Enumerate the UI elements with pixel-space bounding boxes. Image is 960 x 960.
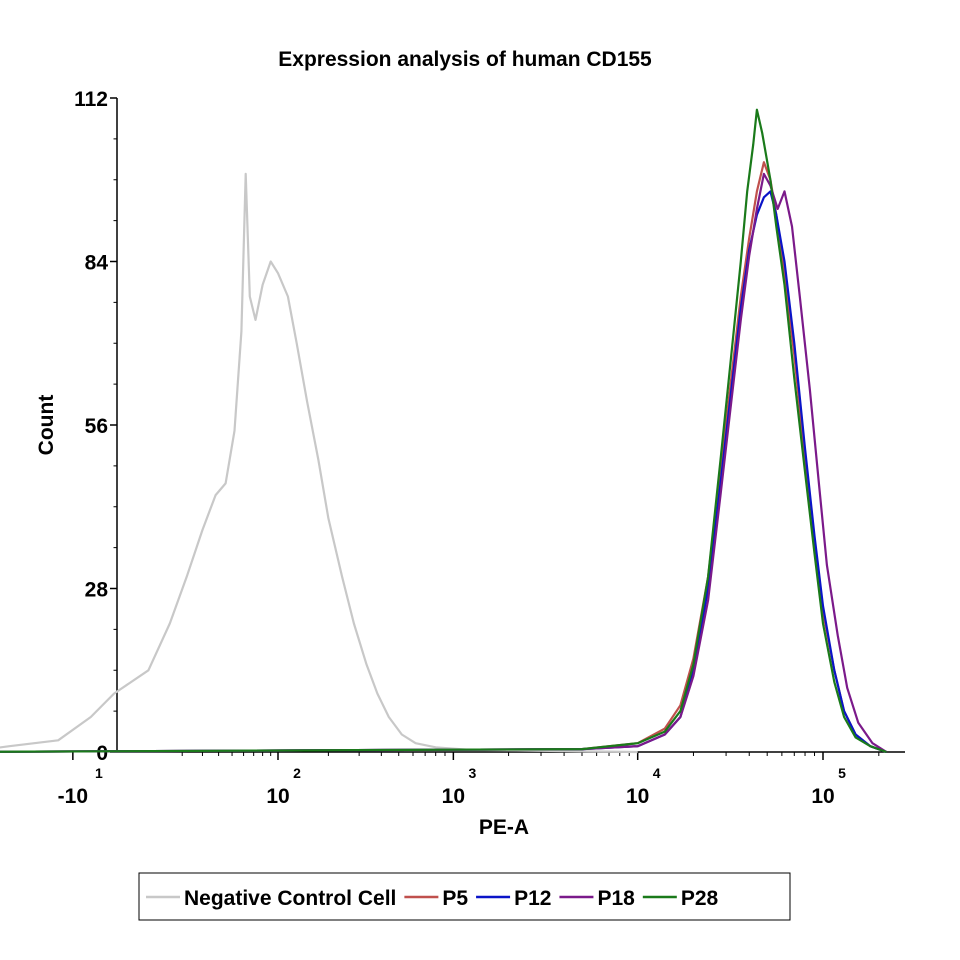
- legend: Negative Control Cell P5 P12 P18 P28: [138, 872, 791, 921]
- y-tick-label: 84: [85, 252, 109, 275]
- x-axis-label: PE-A: [479, 816, 529, 839]
- legend-label: Negative Control Cell: [184, 887, 396, 910]
- x-tick-exponent: 5: [838, 765, 846, 781]
- y-tick-label: 0: [96, 742, 108, 765]
- y-tick-label: 28: [85, 579, 109, 602]
- x-tick-exponent: 4: [653, 765, 661, 781]
- x-tick-exponent: 3: [468, 765, 476, 781]
- y-tick-label: 112: [74, 88, 108, 111]
- y-tick-label: 56: [85, 415, 108, 438]
- x-tick-exponent: 1: [95, 765, 103, 781]
- y-ticks: 0 28 56 84 112: [74, 88, 117, 765]
- x-tick-label: -10: [58, 785, 88, 808]
- legend-label: P5: [442, 887, 468, 910]
- series-line-p28: [0, 108, 887, 754]
- series-lines: [0, 108, 888, 754]
- x-tick-label: 10: [442, 785, 465, 808]
- series-line-p18: [0, 172, 888, 753]
- series-line-p12: [0, 190, 887, 754]
- legend-box: [138, 872, 791, 921]
- y-axis-label: Count: [35, 395, 58, 456]
- series-line-negative-control-cell: [0, 172, 638, 754]
- x-tick-label: 10: [626, 785, 649, 808]
- series-line-p5: [0, 161, 887, 754]
- x-tick-exponent: 2: [293, 765, 301, 781]
- legend-label: P28: [681, 887, 719, 910]
- legend-label: P18: [597, 887, 635, 910]
- x-tick-label: 10: [811, 785, 834, 808]
- chart-title: Expression analysis of human CD155: [278, 48, 652, 71]
- x-tick-label: 10: [266, 785, 289, 808]
- legend-label: P12: [514, 887, 551, 910]
